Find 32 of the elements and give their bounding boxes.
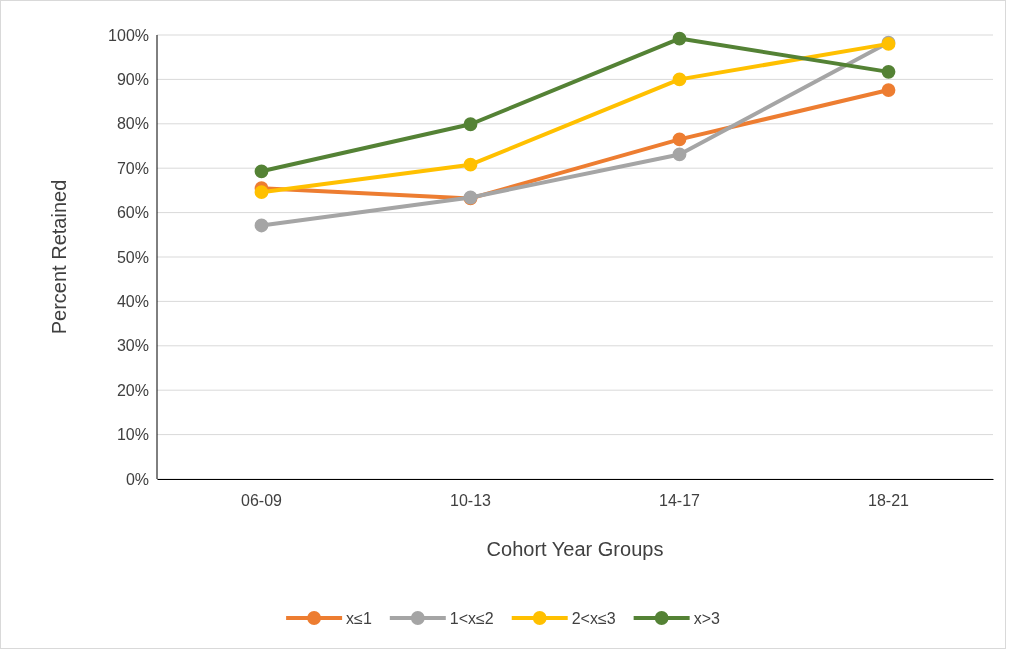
legend-label: 2<x≤3 bbox=[571, 610, 616, 627]
point bbox=[672, 132, 687, 147]
legend-label: x>3 bbox=[693, 610, 720, 627]
point bbox=[463, 157, 478, 172]
y-tick-label: 60% bbox=[116, 204, 149, 222]
point bbox=[463, 117, 478, 132]
point bbox=[672, 147, 687, 162]
point bbox=[254, 218, 269, 233]
legend-label: 1<x≤2 bbox=[449, 610, 494, 627]
y-tick-label: 40% bbox=[116, 293, 149, 311]
y-tick-label: 0% bbox=[125, 470, 149, 488]
y-tick-label: 70% bbox=[116, 159, 149, 177]
y-tick-label: 80% bbox=[116, 115, 149, 133]
x-tick-label: 18-21 bbox=[868, 492, 910, 510]
point bbox=[254, 185, 269, 200]
point bbox=[672, 72, 687, 87]
point bbox=[881, 83, 896, 97]
x-axis-title: Cohort Year Groups bbox=[486, 538, 664, 560]
y-tick-label: 100% bbox=[108, 26, 149, 44]
legend-label: x≤1 bbox=[346, 610, 372, 627]
x-tick-label: 14-17 bbox=[659, 492, 701, 510]
point bbox=[254, 164, 269, 179]
point bbox=[672, 31, 687, 46]
y-axis-title: Percent Retained bbox=[48, 179, 70, 335]
y-tick-label: 90% bbox=[116, 71, 149, 89]
x-tick-label: 06-09 bbox=[241, 492, 283, 510]
point bbox=[881, 64, 896, 79]
y-tick-label: 30% bbox=[116, 337, 149, 355]
y-tick-label: 10% bbox=[116, 426, 149, 444]
y-tick-label: 50% bbox=[116, 248, 149, 266]
y-tick-label: 20% bbox=[116, 381, 149, 399]
x-tick-label: 10-13 bbox=[450, 492, 492, 510]
